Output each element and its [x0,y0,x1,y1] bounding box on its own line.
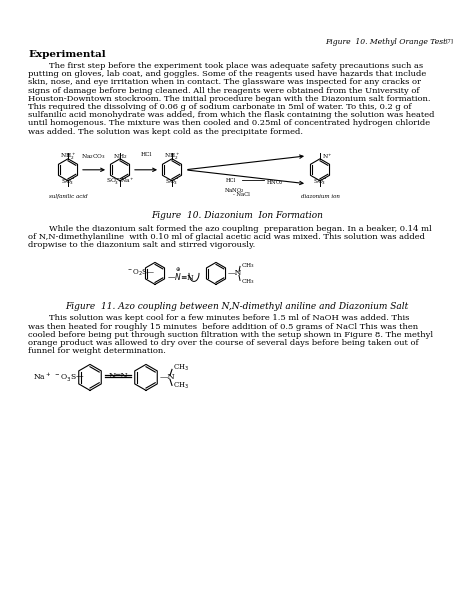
Text: —N: —N [160,373,176,381]
Text: Experimental: Experimental [28,50,106,59]
Text: SO$_3^-$: SO$_3^-$ [164,177,179,187]
Text: NaNO$_2$: NaNO$_2$ [224,186,244,195]
Text: cooled before being put through suction filtration with the setup shown in Figur: cooled before being put through suction … [28,331,433,339]
Text: N═N: N═N [108,373,128,381]
Text: [7]: [7] [446,38,454,43]
Text: Na$^+$ $^-$O$_3$S—: Na$^+$ $^-$O$_3$S— [33,371,85,384]
Text: was then heated for roughly 15 minutes  before addition of 0.5 grams of NaCl Thi: was then heated for roughly 15 minutes b… [28,322,418,330]
Text: SO$_3^-$Na$^+$: SO$_3^-$Na$^+$ [106,177,134,187]
Text: Houston-Downtown stockroom. The initial procedure began with the Diazonium salt : Houston-Downtown stockroom. The initial … [28,95,430,103]
Text: SO$_3^-$: SO$_3^-$ [61,177,75,187]
Text: NH$_2^+$: NH$_2^+$ [164,152,180,162]
Text: $^-$O$_2$S—: $^-$O$_2$S— [126,268,155,278]
Text: funnel for weight determination.: funnel for weight determination. [28,347,166,355]
Text: CH$_3$: CH$_3$ [241,277,255,286]
Text: While the diazonium salt formed the azo coupling  preparation began. In a beaker: While the diazonium salt formed the azo … [28,225,432,233]
Text: sulfanilic acid: sulfanilic acid [49,194,87,199]
Text: This solution was kept cool for a few minutes before 1.5 ml of NaOH was added. T: This solution was kept cool for a few mi… [28,314,410,322]
Text: —N: —N [228,269,242,278]
Text: —$\overset{\oplus}{N}$≡N: —$\overset{\oplus}{N}$≡N [167,267,195,283]
Text: CH$_3$: CH$_3$ [173,381,189,392]
Text: until homogenous. The mixture was then cooled and 0.25ml of concentrated hydroge: until homogenous. The mixture was then c… [28,120,430,128]
Text: The first step before the experiment took place was adequate safety precautions : The first step before the experiment too… [28,62,423,70]
Text: orange product was allowed to dry over the course of several days before being t: orange product was allowed to dry over t… [28,339,419,347]
Text: putting on gloves, lab coat, and goggles. Some of the reagents used have hazards: putting on gloves, lab coat, and goggles… [28,70,426,78]
Text: Figure  10. Methyl Orange Test: Figure 10. Methyl Orange Test [325,38,446,46]
Text: sulfanilic acid monohydrate was added, from which the flask containing the solut: sulfanilic acid monohydrate was added, f… [28,111,435,119]
Text: This required the dissolving of 0.06 g of sodium carbonate in 5ml of water. To t: This required the dissolving of 0.06 g o… [28,103,411,111]
Text: CH$_3$: CH$_3$ [241,261,255,270]
Text: N$^+$: N$^+$ [322,152,333,161]
Text: SO$_3^-$: SO$_3^-$ [313,177,328,187]
Text: Figure  10. Diazonium  Ion Formation: Figure 10. Diazonium Ion Formation [151,211,323,220]
Text: HCl: HCl [226,178,236,183]
Text: was added. The solution was kept cold as the precipitate formed.: was added. The solution was kept cold as… [28,128,303,135]
Text: HCl: HCl [140,152,152,157]
Text: CH$_3$: CH$_3$ [173,364,189,373]
Text: diazonium ion: diazonium ion [301,194,339,199]
Text: NH$_2$: NH$_2$ [113,152,127,161]
Text: HNO$_2$: HNO$_2$ [266,178,283,187]
Text: of N,N-dimethylaniline  with 0.10 ml of glacial acetic acid was mixed. This solu: of N,N-dimethylaniline with 0.10 ml of g… [28,233,425,241]
Text: dropwise to the diazonium salt and stirred vigorously.: dropwise to the diazonium salt and stirr… [28,241,255,249]
Text: Figure  11. Azo coupling between N,N-dimethyl aniline and Diazonium Salt: Figure 11. Azo coupling between N,N-dime… [65,302,409,311]
Text: skin, nose, and eye irritation when in contact. The glassware was inspected for : skin, nose, and eye irritation when in c… [28,78,421,86]
Text: signs of damage before being cleaned. All the reagents were obtained from the Un: signs of damage before being cleaned. Al… [28,86,419,94]
Text: NH$_2^+$: NH$_2^+$ [60,152,76,162]
Text: - NaCl: - NaCl [233,192,249,197]
Text: Na$_2$CO$_3$: Na$_2$CO$_3$ [82,152,107,161]
